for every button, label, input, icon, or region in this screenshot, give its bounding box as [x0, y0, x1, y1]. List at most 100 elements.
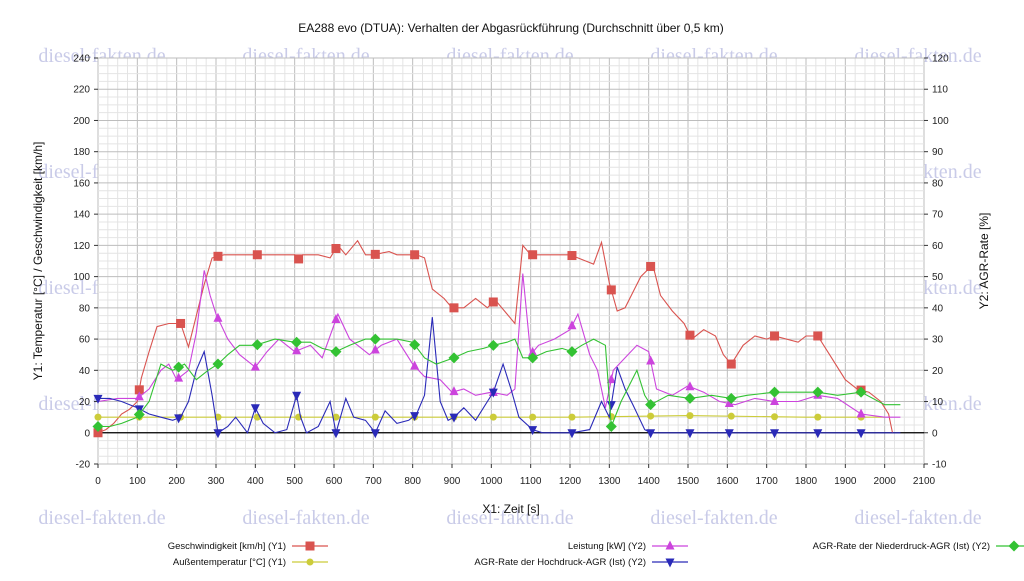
y1-tick-label: 220: [73, 85, 90, 96]
x-tick-label: 1700: [756, 476, 779, 487]
series-marker: [213, 312, 223, 322]
series-marker: [331, 429, 341, 439]
legend-marker: [1008, 540, 1020, 552]
x-tick-label: 1100: [520, 476, 542, 487]
x-tick-label: 1400: [638, 476, 661, 487]
series-marker: [685, 429, 695, 439]
y2-tick-label: 0: [932, 428, 938, 439]
y2-tick-label: 60: [932, 241, 944, 252]
series-marker: [370, 344, 380, 354]
series-marker: [646, 355, 656, 365]
y1-tick-label: 240: [73, 54, 90, 65]
series-line: [98, 338, 901, 428]
y1-tick-label: 140: [73, 210, 90, 221]
series-marker: [134, 391, 144, 401]
series-marker: [449, 303, 459, 313]
series-marker: [369, 333, 381, 345]
series-line: [98, 317, 901, 434]
series-4: [92, 333, 901, 433]
series-marker: [93, 428, 103, 438]
x-axis-label: X1: Zeit [s]: [482, 502, 539, 516]
series-marker: [410, 412, 420, 422]
x-tick-label: 1200: [559, 476, 582, 487]
y1-tick-label: 60: [79, 335, 91, 346]
series-marker: [726, 359, 736, 369]
legend: Geschwindigkeit [km/h] (Y1) Außentemperat…: [168, 540, 1024, 568]
y2-tick-label: 110: [932, 85, 948, 96]
series-marker: [724, 429, 734, 439]
series-marker: [410, 360, 420, 370]
y2-axis-label: Y2: AGR-Rate [%]: [977, 213, 991, 310]
series-marker: [371, 413, 379, 421]
series-marker: [769, 386, 781, 398]
y2-tick-label: 50: [932, 272, 944, 283]
x-axis: 0 100 200 300 400 500 600 700 800 900 1000 1100 1200…: [95, 464, 936, 487]
series-marker: [94, 413, 102, 421]
y1-tick-label: 40: [79, 366, 91, 377]
legend-marker: [305, 541, 315, 551]
y2-tick-label: 120: [932, 54, 949, 65]
series-marker: [566, 346, 578, 358]
series-marker: [606, 285, 616, 295]
y2-tick-label: 70: [932, 210, 944, 221]
series-marker: [487, 339, 499, 351]
series-marker: [646, 261, 656, 271]
x-tick-label: 1000: [480, 476, 503, 487]
series-marker: [856, 429, 866, 439]
series-marker: [606, 374, 616, 384]
series-marker: [770, 396, 780, 406]
series-marker: [252, 250, 262, 260]
series-marker: [686, 412, 694, 420]
x-tick-label: 700: [365, 476, 382, 487]
series-marker: [528, 426, 538, 436]
series-marker: [645, 399, 657, 411]
series-marker: [448, 352, 460, 364]
watermark-text: diesel-fakten.de: [242, 507, 369, 529]
series-marker: [176, 318, 186, 328]
series-marker: [856, 408, 866, 418]
series-0: [93, 239, 894, 438]
y1-axis-label: Y1: Temperatur [°C] / Geschwindigkeit [k…: [31, 142, 45, 381]
legend-marker: [306, 558, 314, 566]
y1-tick-label: 0: [84, 428, 90, 439]
x-tick-label: 1600: [716, 476, 739, 487]
series-marker: [488, 388, 498, 398]
series-layer: [92, 239, 901, 439]
x-tick-label: 400: [247, 476, 264, 487]
y1-axis: -20 0 20 40 60 80 100 120 140 160 180 200 220 240: [73, 54, 98, 471]
x-tick-label: 100: [129, 476, 146, 487]
y1-tick-label: -20: [76, 460, 91, 471]
series-marker: [292, 345, 302, 355]
series-marker: [488, 297, 498, 307]
series-marker: [855, 386, 867, 398]
y1-tick-label: 120: [73, 241, 90, 252]
series-marker: [813, 429, 823, 439]
series-marker: [684, 392, 696, 404]
series-marker: [134, 385, 144, 395]
series-marker: [409, 339, 421, 351]
series-marker: [605, 421, 617, 433]
series-marker: [528, 250, 538, 260]
y2-tick-label: 30: [932, 335, 944, 346]
series-line: [97, 270, 901, 418]
x-tick-label: 1900: [834, 476, 857, 487]
watermark-text: diesel-fakten.de: [854, 507, 981, 529]
series-marker: [568, 413, 576, 421]
series-marker: [449, 413, 459, 423]
series-marker: [370, 429, 380, 439]
series-marker: [567, 251, 577, 261]
x-tick-label: 1500: [677, 476, 700, 487]
series-marker: [529, 413, 537, 421]
y2-tick-label: 100: [932, 116, 949, 127]
series-marker: [727, 412, 735, 420]
legend-label: Leistung [kW] (Y2): [568, 541, 646, 552]
series-marker: [173, 361, 185, 373]
series-marker: [724, 397, 734, 407]
x-tick-label: 0: [95, 476, 101, 487]
x-tick-label: 1800: [795, 476, 818, 487]
y2-tick-label: -10: [932, 460, 947, 471]
legend-label: AGR-Rate der Hochdruck-AGR (Ist) (Y2): [474, 557, 646, 568]
legend-marker: [665, 540, 675, 550]
x-tick-label: 600: [326, 476, 343, 487]
